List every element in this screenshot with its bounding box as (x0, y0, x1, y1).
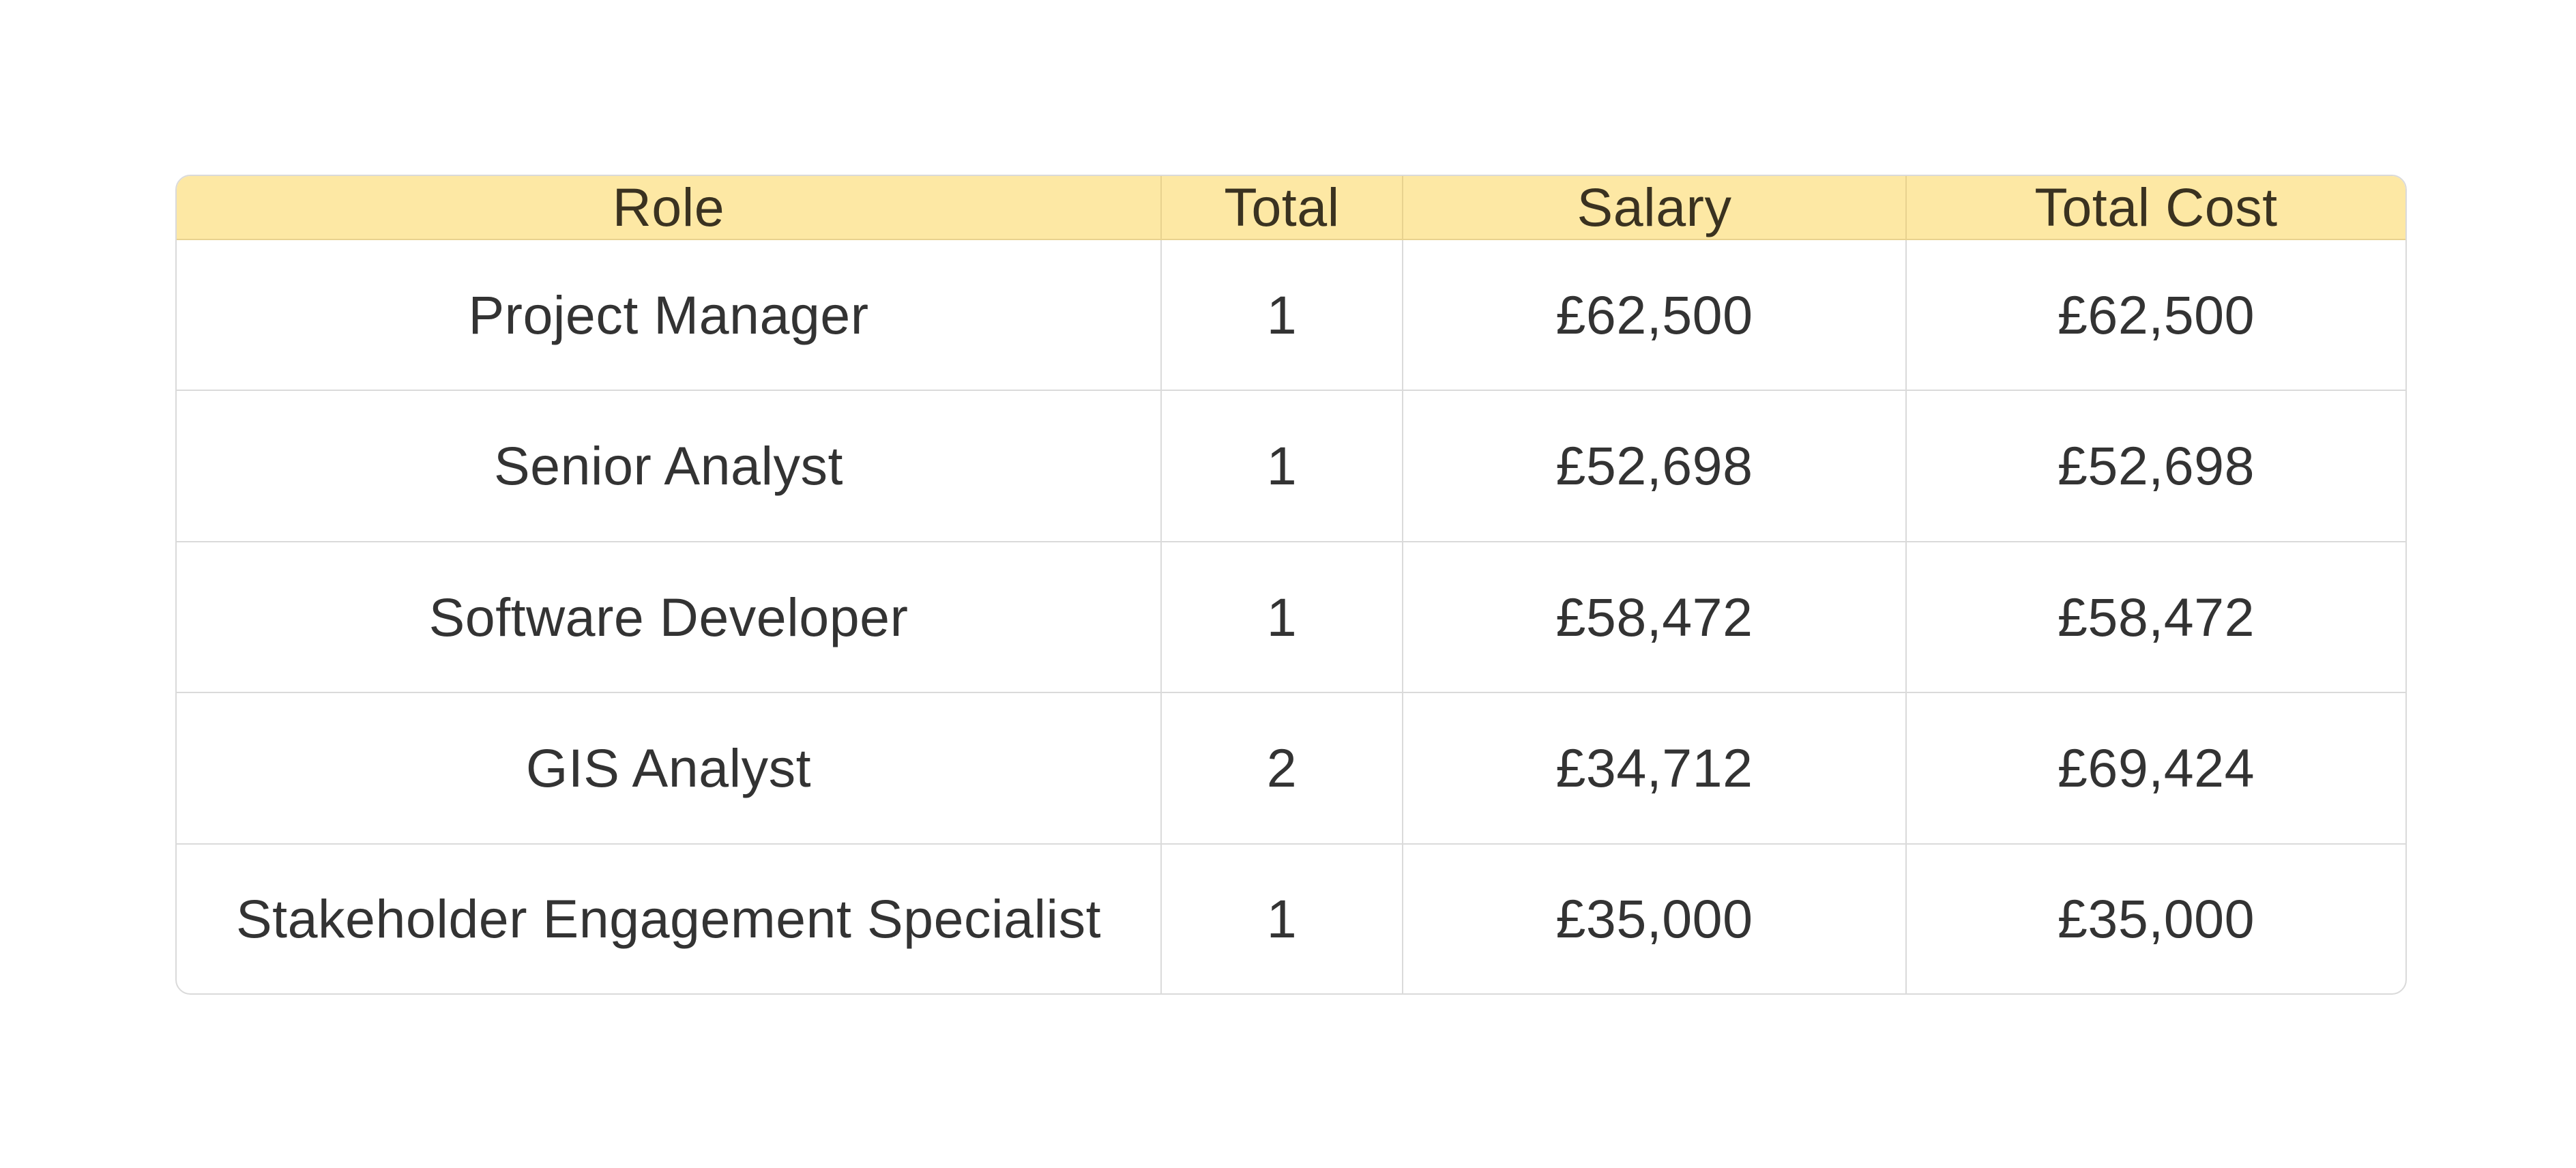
cell-total: 1 (1161, 239, 1403, 392)
cell-salary: £52,698 (1403, 390, 1907, 542)
cell-total-cost: £35,000 (2057, 888, 2255, 949)
table-row: Project Manager 1 £62,500 £62,500 (177, 239, 2405, 392)
header-role: Role (177, 176, 1162, 240)
cell-salary: £35,000 (1403, 843, 1907, 993)
cell-total-cost: £52,698 (1906, 390, 2405, 542)
cell-role: Senior Analyst (177, 390, 1162, 542)
cell-total-cost: £58,472 (1906, 541, 2405, 694)
cell-salary: £62,500 (1403, 239, 1907, 392)
cell-role: Stakeholder Engagement Specialist (177, 843, 1162, 993)
staff-cost-table-container: Role Total Salary Total Cost Project Man… (175, 175, 2407, 995)
table-header: Role Total Salary Total Cost (177, 176, 2405, 240)
cell-salary: £34,712 (1403, 692, 1907, 845)
cell-salary: £58,472 (1403, 541, 1907, 694)
header-total: Total (1161, 176, 1403, 240)
staff-cost-table: Role Total Salary Total Cost Project Man… (177, 176, 2405, 993)
cell-total-cost: £62,500 (1906, 239, 2405, 392)
table-row: GIS Analyst 2 £34,712 £69,424 (177, 692, 2405, 845)
cell-total: 1 (1161, 390, 1403, 542)
cell-total-cost: £69,424 (1906, 692, 2405, 845)
cell-role: GIS Analyst (177, 692, 1162, 845)
table-body: Project Manager 1 £62,500 £62,500 Senior… (177, 239, 2405, 993)
cell-total: 1 (1161, 843, 1403, 993)
table-row: Stakeholder Engagement Specialist 1 £35,… (177, 843, 2405, 993)
table-row: Software Developer 1 £58,472 £58,472 (177, 541, 2405, 694)
table-row: Senior Analyst 1 £52,698 £52,698 (177, 390, 2405, 542)
header-total-cost: Total Cost (1906, 176, 2405, 240)
cell-role: Project Manager (177, 239, 1162, 392)
cell-total: 2 (1161, 692, 1403, 845)
cell-total: 1 (1161, 541, 1403, 694)
header-salary: Salary (1403, 176, 1907, 240)
cell-role: Software Developer (177, 541, 1162, 694)
header-row: Role Total Salary Total Cost (177, 176, 2405, 240)
